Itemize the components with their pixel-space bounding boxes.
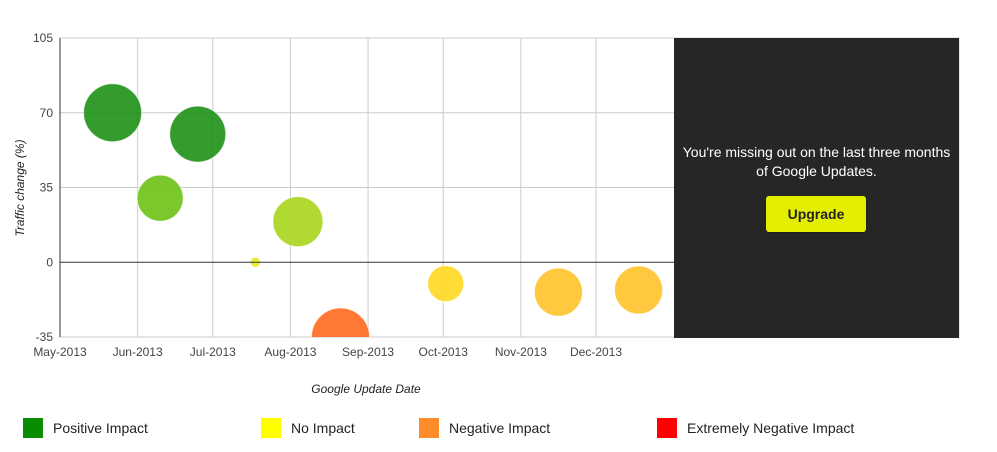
x-tick-label: Dec-2013: [570, 345, 622, 359]
bubble-point: [614, 265, 664, 315]
legend-label: Extremely Negative Impact: [687, 420, 855, 436]
legend-swatch-positive: [23, 418, 43, 438]
upgrade-button[interactable]: Upgrade: [766, 196, 866, 232]
bubble-point: [533, 267, 583, 317]
y-tick-label: 70: [40, 106, 54, 120]
legend-item-positive-impact[interactable]: Positive Impact: [23, 417, 148, 439]
y-tick-label: 105: [33, 31, 53, 45]
legend-item-extremely-negative-impact[interactable]: Extremely Negative Impact: [657, 417, 854, 439]
x-tick-label: Nov-2013: [495, 345, 547, 359]
bubble-point: [427, 265, 465, 303]
y-tick-label: 0: [46, 255, 53, 269]
x-tick-label: Sep-2013: [342, 345, 394, 359]
legend-swatch-none: [261, 418, 281, 438]
upgrade-overlay: You're missing out on the last three mon…: [674, 38, 959, 338]
legend: Positive Impact No Impact Negative Impac…: [0, 417, 997, 439]
legend-item-negative-impact[interactable]: Negative Impact: [419, 417, 550, 439]
bubble-point: [311, 307, 371, 337]
bubble-point: [169, 105, 227, 163]
legend-label: Positive Impact: [53, 420, 148, 436]
legend-swatch-extremely-negative: [657, 418, 677, 438]
x-tick-label: Oct-2013: [419, 345, 469, 359]
legend-label: No Impact: [291, 420, 355, 436]
x-tick-label: May-2013: [33, 345, 87, 359]
legend-label: Negative Impact: [449, 420, 551, 436]
bubble-series: [83, 83, 664, 337]
x-tick-label: Jul-2013: [190, 345, 236, 359]
upgrade-message: You're missing out on the last three mon…: [682, 144, 951, 179]
bubble-point: [272, 196, 324, 248]
bubble-point: [83, 83, 143, 143]
x-tick-label: Aug-2013: [264, 345, 316, 359]
y-tick-label: 35: [40, 181, 54, 195]
y-axis-title: Traffic change (%): [13, 139, 27, 236]
legend-swatch-negative: [419, 418, 439, 438]
x-tick-label: Jun-2013: [113, 345, 163, 359]
x-axis-title: Google Update Date: [311, 382, 421, 396]
legend-item-no-impact[interactable]: No Impact: [261, 417, 355, 439]
bubble-point: [136, 174, 184, 222]
y-tick-label: -35: [36, 330, 54, 344]
